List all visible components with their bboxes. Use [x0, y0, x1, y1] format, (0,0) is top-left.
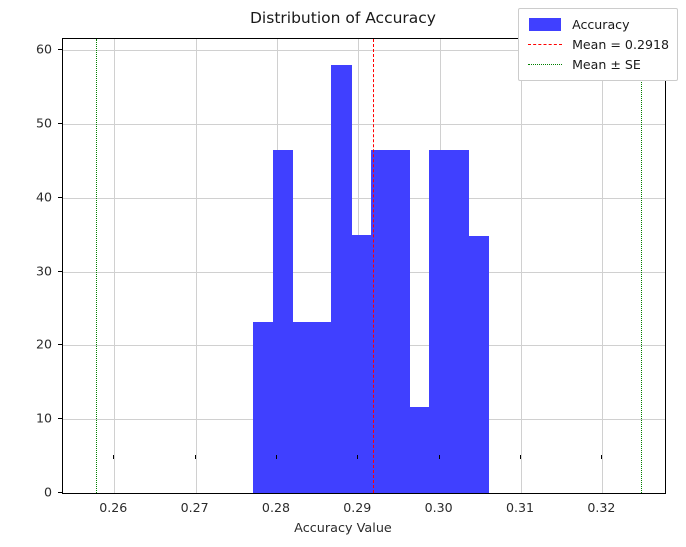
gridline-horizontal — [63, 50, 665, 52]
legend-item-label: Mean = 0.2918 — [572, 36, 669, 52]
legend-key-glyph — [529, 17, 562, 31]
y-tick-mark — [58, 270, 62, 272]
x-tick-label: 0.32 — [587, 500, 616, 515]
mean-plus-se-line — [640, 39, 642, 493]
y-tick-label: 30 — [35, 263, 52, 279]
legend-key-glyph — [528, 63, 563, 65]
histogram-bar — [292, 321, 313, 493]
legend-dashed-line-icon — [527, 37, 563, 51]
x-tick-label: 0.28 — [261, 500, 290, 515]
chart-legend[interactable]: Accuracy Mean = 0.2918 Mean ± SE — [518, 8, 678, 81]
gridline-vertical — [521, 39, 522, 493]
y-tick-mark — [58, 196, 62, 198]
y-tick-mark — [58, 49, 62, 51]
y-tick-label: 10 — [35, 410, 52, 426]
histogram-bar — [448, 149, 469, 493]
x-tick-label: 0.29 — [343, 500, 372, 515]
histogram-bar — [370, 149, 391, 493]
histogram-bar — [331, 64, 352, 493]
histogram-bar — [429, 149, 450, 493]
x-tick-mark — [194, 455, 196, 459]
histogram-bar — [311, 321, 333, 493]
legend-dotted-line-icon — [527, 57, 563, 71]
legend-patch-icon — [527, 17, 563, 31]
x-tick-mark — [520, 455, 521, 459]
histogram-bar — [350, 234, 372, 493]
x-tick-label: 0.30 — [424, 500, 453, 515]
gridline-horizontal — [63, 197, 665, 199]
y-tick-mark — [58, 122, 62, 124]
histogram-bar — [468, 236, 490, 493]
reference-lines — [63, 39, 665, 493]
y-tick-label: 0 — [43, 484, 52, 500]
legend-item-label: Accuracy — [572, 16, 630, 32]
histogram-bar — [272, 149, 293, 493]
legend-key-glyph — [528, 43, 563, 45]
y-tick-label: 60 — [35, 41, 52, 57]
x-tick-mark — [601, 455, 603, 459]
histogram-bars — [63, 39, 665, 493]
mean-minus-se-line — [95, 39, 97, 493]
y-tick-label: 50 — [35, 115, 52, 131]
mean-line — [372, 39, 374, 493]
legend-item[interactable]: Mean = 0.2918 — [527, 34, 669, 54]
chart-title: Distribution of Accuracy — [250, 9, 436, 27]
gridline-vertical — [195, 39, 197, 493]
x-tick-mark — [113, 455, 115, 459]
legend-item[interactable]: Mean ± SE — [527, 54, 669, 74]
x-tick-mark — [357, 455, 359, 459]
x-tick-label: 0.31 — [505, 500, 535, 515]
y-tick-label: 40 — [35, 189, 52, 205]
legend-item-label: Mean ± SE — [572, 56, 641, 72]
x-tick-mark — [275, 455, 277, 459]
y-tick-mark — [58, 344, 62, 346]
y-tick-mark — [58, 492, 62, 493]
y-tick-label: 20 — [35, 336, 52, 352]
histogram-bar — [409, 407, 430, 493]
histogram-bar — [390, 149, 411, 493]
gridline-horizontal — [63, 123, 665, 125]
x-axis-label: Accuracy Value — [294, 521, 392, 536]
y-tick-mark — [58, 418, 62, 420]
gridline-vertical — [114, 39, 116, 493]
x-tick-label: 0.27 — [180, 500, 209, 515]
x-tick-mark — [438, 455, 440, 459]
histogram-bar — [253, 321, 274, 493]
x-tick-label: 0.26 — [99, 500, 128, 515]
legend-item[interactable]: Accuracy — [527, 14, 669, 34]
plot-area — [62, 38, 666, 494]
gridline-vertical — [602, 39, 604, 493]
